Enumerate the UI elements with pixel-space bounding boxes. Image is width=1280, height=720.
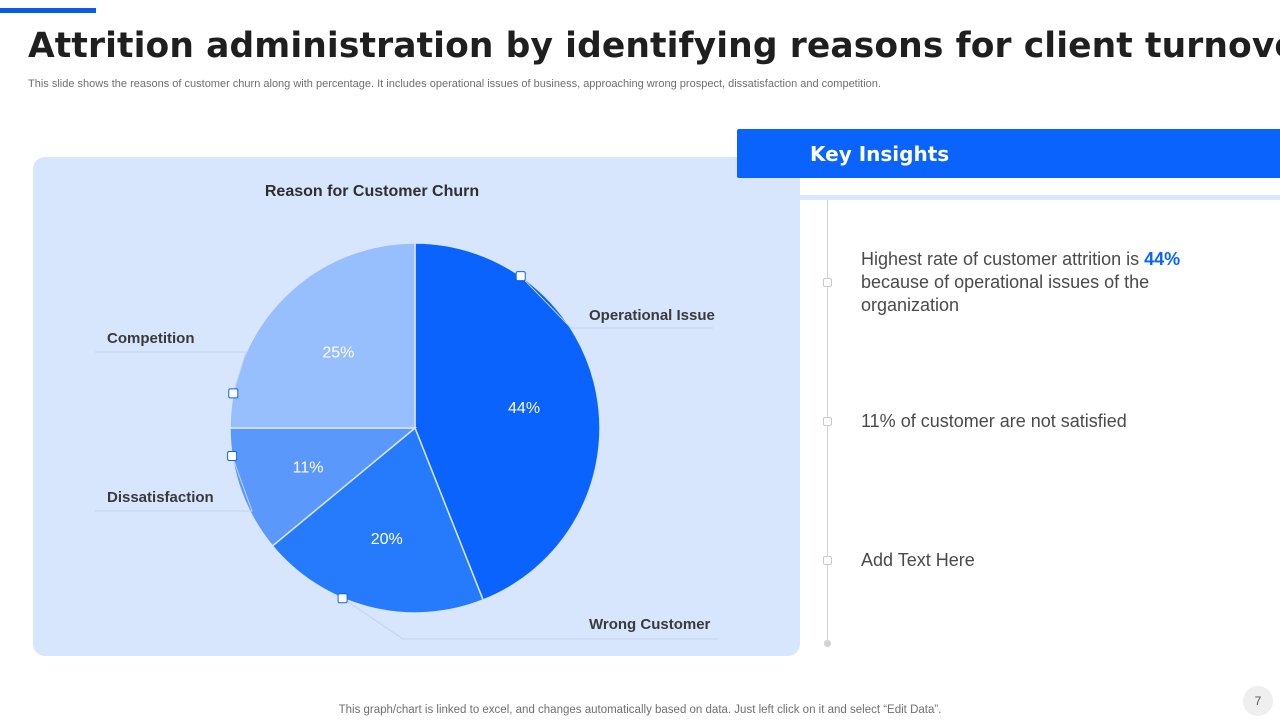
timeline-bullet bbox=[823, 556, 832, 565]
pie-slice-competition[interactable] bbox=[229, 242, 416, 429]
timeline-bullet bbox=[823, 278, 832, 287]
insight-text: Add Text Here bbox=[861, 550, 975, 570]
footer-text: This graph/chart is linked to excel, and… bbox=[338, 704, 942, 716]
label-anchor-marker bbox=[228, 388, 239, 399]
pie-slice-operational-issue[interactable] bbox=[414, 242, 601, 601]
insight-highlight: 44% bbox=[1144, 249, 1181, 269]
insight-item-2: 11% of customer are not satisfied bbox=[861, 410, 1191, 433]
label-anchor-marker bbox=[227, 451, 238, 462]
insight-text: because of operational issues of the org… bbox=[861, 272, 1150, 315]
page-number: 7 bbox=[1243, 686, 1273, 716]
timeline-end-dot bbox=[824, 640, 831, 647]
page-subtitle: This slide shows the reasons of customer… bbox=[28, 78, 881, 90]
footer-note: This graph/chart is linked to excel, and… bbox=[0, 704, 1280, 716]
label-leader-line bbox=[520, 275, 713, 329]
slice-value-label: 44% bbox=[508, 400, 540, 417]
insights-divider bbox=[800, 195, 1280, 200]
label-leader-line bbox=[342, 597, 718, 640]
slice-value-label: 11% bbox=[293, 459, 324, 476]
category-label: Competition bbox=[107, 330, 195, 347]
insights-heading: Key Insights bbox=[810, 142, 950, 166]
pie-chart[interactable]: Reason for Customer Churn 44% Operational … bbox=[33, 157, 800, 656]
accent-line bbox=[0, 8, 96, 13]
label-leader-line bbox=[95, 455, 253, 512]
pie-slice-dissatisfaction[interactable] bbox=[229, 427, 418, 547]
insight-text: 11% of customer are not satisfied bbox=[861, 411, 1127, 431]
label-leader-line bbox=[95, 351, 247, 394]
insight-item-3[interactable]: Add Text Here bbox=[861, 549, 1191, 572]
insight-text: Highest rate of customer attrition is bbox=[861, 249, 1145, 269]
chart-card: Reason for Customer Churn 44% Operational … bbox=[33, 157, 800, 656]
label-anchor-marker bbox=[515, 271, 526, 282]
page-title: Attrition administration by identifying … bbox=[28, 26, 1280, 66]
timeline-bullet bbox=[823, 417, 832, 426]
slice-value-label: 25% bbox=[322, 344, 354, 361]
label-anchor-marker bbox=[337, 593, 348, 604]
category-label: Wrong Customer bbox=[589, 616, 711, 633]
insight-item-1: Highest rate of customer attrition is 44… bbox=[861, 248, 1191, 317]
pie-slice-wrong-customer[interactable] bbox=[271, 426, 485, 614]
insights-header: Key Insights bbox=[737, 129, 1280, 178]
chart-title: Reason for Customer Churn bbox=[265, 183, 479, 200]
category-label: Operational Issue bbox=[589, 307, 715, 324]
slice-value-label: 20% bbox=[371, 531, 403, 548]
category-label: Dissatisfaction bbox=[107, 489, 214, 506]
